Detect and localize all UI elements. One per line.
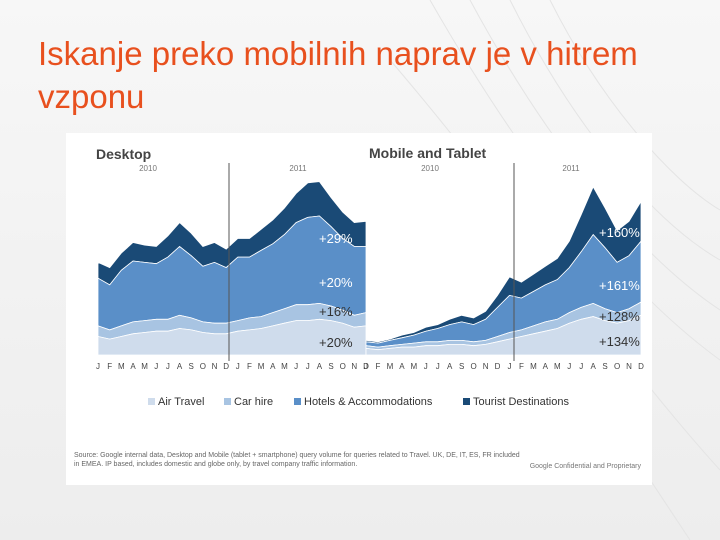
mobile-x-tick-label: F [376, 362, 381, 371]
desktop-x-tick-label: J [96, 362, 100, 371]
mobile-x-tick-label: A [447, 362, 453, 371]
desktop-x-tick-label: A [130, 362, 136, 371]
mobile-x-tick-label: J [508, 362, 512, 371]
desktop-annotation-carhire: +16% [319, 304, 353, 319]
mobile-x-tick-label: F [519, 362, 524, 371]
desktop-x-tick-label: A [177, 362, 183, 371]
desktop-year-label-2010: 2010 [139, 164, 157, 173]
desktop-x-tick-label: N [351, 362, 357, 371]
desktop-year-label-2011: 2011 [289, 164, 307, 173]
mobile-annotation-carhire: +128% [599, 309, 640, 324]
desktop-x-tick-label: M [141, 362, 148, 371]
mobile-x-tick-label: J [424, 362, 428, 371]
legend-label-air-travel: Air Travel [158, 396, 204, 408]
mobile-annotation-hotels: +161% [599, 278, 640, 293]
mobile-x-tick-label: D [495, 362, 501, 371]
plot-layer [97, 181, 642, 356]
desktop-x-tick-label: A [317, 362, 323, 371]
desktop-x-tick-label: D [363, 362, 369, 371]
desktop-x-tick-label: O [340, 362, 346, 371]
legend-label-hotels: Hotels & Accommodations [304, 396, 433, 408]
desktop-x-tick-label: M [258, 362, 265, 371]
desktop-x-tick-label: J [154, 362, 158, 371]
mobile-x-tick-label: J [364, 362, 368, 371]
mobile-title: Mobile and Tablet [369, 145, 487, 161]
mobile-x-tick-label: A [399, 362, 405, 371]
desktop-x-tick-label: F [107, 362, 112, 371]
mobile-x-tick-label: M [410, 362, 417, 371]
desktop-x-tick-label: M [281, 362, 288, 371]
mobile-area-air-travel [365, 314, 642, 356]
chart-svg: Desktop Mobile and Tablet 2010 2011 2010… [74, 145, 644, 470]
mobile-annotation-tourist: +160% [599, 225, 640, 240]
mobile-x-tick-label: O [614, 362, 620, 371]
confidential-note: Google Confidential and Proprietary [530, 463, 642, 470]
mobile-x-tick-label: M [554, 362, 561, 371]
source-note: Source: Google internal data, Desktop an… [74, 452, 520, 468]
legend-swatch-air-travel [148, 398, 155, 405]
mobile-year-label-2011: 2011 [562, 164, 580, 173]
mobile-x-tick-label: M [530, 362, 537, 371]
mobile-x-tick-label: N [626, 362, 632, 371]
mobile-x-tick-label: N [483, 362, 489, 371]
legend-label-tourist: Tourist Destinations [473, 396, 569, 408]
legend-label-car-hire: Car hire [234, 396, 273, 408]
desktop-x-tick-label: O [200, 362, 206, 371]
mobile-x-tick-label: M [387, 362, 394, 371]
mobile-x-tick-label: S [602, 362, 607, 371]
mobile-annotation-airtravel: +134% [599, 334, 640, 349]
legend-swatch-hotels [294, 398, 301, 405]
x-tick-labels: J F M A M J J A S O N D J F M A M J J A S O N DJ F M A M J J A S O N D J F M A… [96, 362, 644, 371]
legend-swatch-tourist [463, 398, 470, 405]
mobile-x-tick-label: O [470, 362, 476, 371]
mobile-x-tick-label: J [567, 362, 571, 371]
desktop-x-tick-label: J [294, 362, 298, 371]
desktop-x-tick-label: D [223, 362, 229, 371]
mobile-x-tick-label: D [638, 362, 644, 371]
slide-title: Iskanje preko mobilnih naprav je v hitre… [38, 35, 638, 115]
desktop-x-tick-label: M [118, 362, 125, 371]
desktop-x-tick-label: S [189, 362, 194, 371]
chart-card: Desktop Mobile and Tablet 2010 2011 2010… [66, 133, 652, 485]
mobile-x-tick-label: J [579, 362, 583, 371]
mobile-year-label-2010: 2010 [421, 164, 439, 173]
desktop-x-tick-label: A [270, 362, 276, 371]
desktop-annotation-tourist: +29% [319, 231, 353, 246]
desktop-x-tick-label: J [166, 362, 170, 371]
desktop-x-tick-label: N [212, 362, 218, 371]
desktop-title: Desktop [96, 146, 151, 162]
desktop-x-tick-label: J [236, 362, 240, 371]
mobile-x-tick-label: J [436, 362, 440, 371]
legend: Air Travel Car hire Hotels & Accommodati… [148, 396, 569, 408]
source-note-wrapper: Source: Google internal data, Desktop an… [74, 452, 520, 468]
desktop-x-tick-label: S [328, 362, 333, 371]
mobile-x-tick-label: S [459, 362, 464, 371]
mobile-x-tick-label: A [591, 362, 597, 371]
mobile-x-tick-label: A [543, 362, 549, 371]
legend-swatch-car-hire [224, 398, 231, 405]
desktop-annotation-hotels: +20% [319, 275, 353, 290]
desktop-x-tick-label: F [247, 362, 252, 371]
desktop-x-tick-label: J [306, 362, 310, 371]
desktop-annotation-airtravel: +20% [319, 335, 353, 350]
